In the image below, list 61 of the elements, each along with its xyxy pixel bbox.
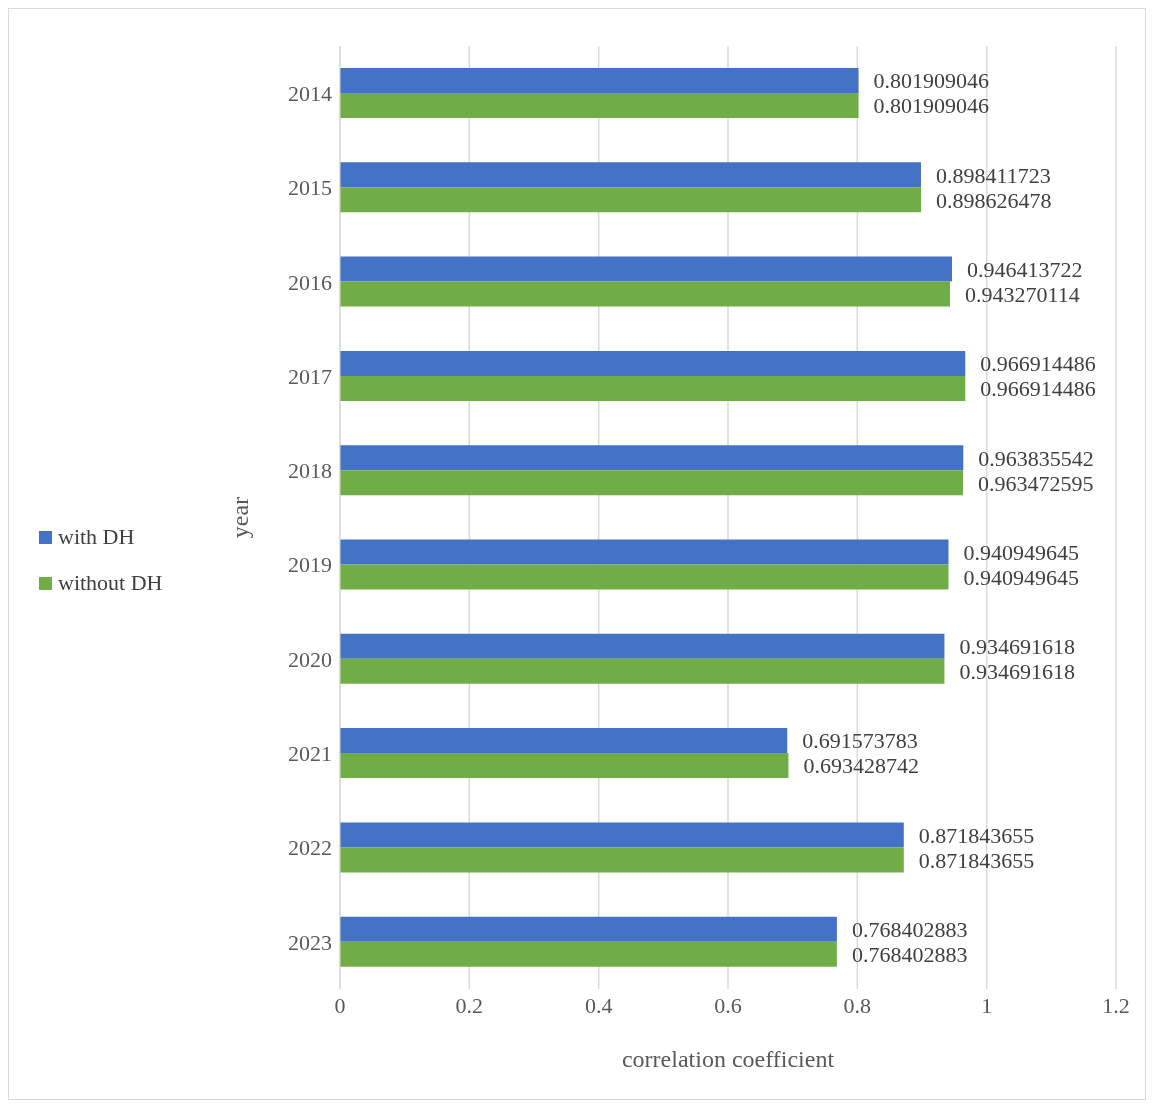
data-label: 0.693428742 (803, 753, 919, 779)
y-tick-label: 2023 (288, 929, 332, 955)
data-label: 0.934691618 (959, 634, 1075, 660)
y-tick-label: 2015 (288, 175, 332, 201)
data-label: 0.966914486 (980, 351, 1096, 377)
data-label: 0.943270114 (964, 281, 1080, 307)
bar (340, 941, 837, 967)
bar (340, 162, 921, 188)
bar (340, 187, 922, 213)
bar (340, 822, 904, 848)
bar (340, 633, 945, 659)
legend-label: without DH (58, 570, 163, 596)
data-label: 0.871843655 (918, 847, 1035, 873)
x-tick-label: 1 (981, 992, 993, 1018)
data-label: 0.768402883 (851, 917, 968, 943)
data-label: 0.940949645 (963, 539, 1079, 565)
data-label: 0.963472595 (978, 470, 1094, 496)
bar (340, 256, 953, 282)
bar (340, 753, 789, 779)
y-tick-label: 2014 (288, 80, 332, 106)
x-axis-title: correlation coefficient (621, 1046, 835, 1072)
data-label: 0.940949645 (963, 564, 1079, 590)
data-label: 0.871843655 (918, 822, 1035, 848)
bar (340, 68, 859, 93)
bar (340, 350, 966, 376)
x-tick-label: 0 (334, 992, 346, 1018)
data-label: 0.898411723 (935, 162, 1051, 188)
y-tick-label: 2020 (288, 646, 332, 672)
x-tick-label: 0.4 (584, 992, 613, 1018)
x-tick-label: 1.2 (1102, 992, 1130, 1018)
data-label: 0.801909046 (873, 68, 990, 94)
y-tick-label: 2019 (288, 552, 332, 578)
data-label: 0.801909046 (873, 93, 990, 119)
data-label: 0.946413722 (967, 256, 1083, 282)
bar (340, 539, 949, 565)
legend-label: with DH (58, 524, 135, 550)
x-tick-label: 0.6 (714, 992, 742, 1018)
data-label: 0.768402883 (851, 942, 968, 968)
y-tick-label: 2016 (288, 269, 332, 295)
y-tick-label: 2018 (288, 458, 332, 484)
bar (340, 728, 788, 754)
bar (340, 445, 964, 471)
bar (340, 281, 950, 307)
x-tick-label: 0.8 (843, 992, 872, 1018)
bar (340, 93, 859, 118)
y-tick-label: 2021 (288, 741, 332, 767)
bar (340, 658, 945, 684)
bar (340, 564, 949, 590)
y-tick-label: 2022 (288, 835, 332, 861)
data-label: 0.966914486 (980, 376, 1096, 402)
data-label: 0.691573783 (802, 728, 918, 754)
y-tick-label: 2017 (288, 363, 332, 389)
bar (340, 470, 964, 496)
data-label: 0.934691618 (959, 659, 1075, 685)
y-axis-title: year (226, 496, 253, 539)
bar (340, 375, 966, 401)
data-label: 0.898626478 (936, 187, 1052, 213)
bar (340, 916, 837, 942)
x-tick-label: 0.2 (455, 992, 484, 1018)
bar (340, 847, 904, 873)
data-label: 0.963835542 (978, 445, 1094, 471)
